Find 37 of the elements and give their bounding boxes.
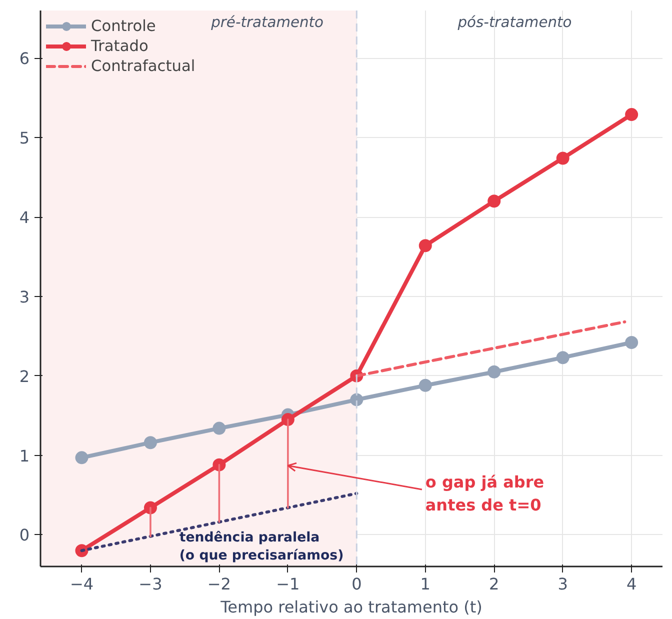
x-tick-label: 0 bbox=[352, 574, 362, 594]
point bbox=[488, 365, 501, 378]
legend-label: Contrafactual bbox=[91, 57, 196, 75]
x-tick-label: 3 bbox=[558, 574, 568, 594]
x-tick-label: −4 bbox=[70, 574, 94, 594]
point bbox=[350, 393, 364, 406]
y-tick-label: 5 bbox=[19, 128, 30, 148]
point bbox=[488, 194, 501, 208]
y-tick-label: 4 bbox=[19, 208, 30, 228]
y-tick-label: 0 bbox=[19, 526, 30, 545]
x-tick-label: 2 bbox=[489, 574, 500, 594]
annotation: o gap já abre antes de t=0 bbox=[425, 472, 544, 514]
point bbox=[212, 422, 226, 435]
point bbox=[418, 378, 432, 392]
x-tick-label: −1 bbox=[276, 574, 300, 594]
point bbox=[212, 458, 226, 472]
point bbox=[418, 239, 432, 252]
annotation: pós-tratamento bbox=[456, 14, 572, 31]
y-tick-label: 6 bbox=[19, 49, 30, 68]
y-tick-label: 3 bbox=[19, 287, 30, 306]
y-tick-label: 1 bbox=[19, 446, 30, 466]
x-tick-label: −3 bbox=[138, 574, 162, 594]
x-tick-label: 1 bbox=[420, 574, 430, 594]
legend-label: Controle bbox=[91, 17, 156, 35]
point bbox=[144, 436, 157, 450]
point bbox=[625, 108, 638, 122]
point bbox=[625, 336, 638, 349]
point bbox=[556, 152, 570, 165]
legend-label: Tratado bbox=[91, 37, 148, 55]
annotation: pré-tratamento bbox=[210, 14, 324, 31]
x-axis-title: Tempo relativo ao tratamento (t) bbox=[220, 598, 482, 616]
annotation: tendência paralela (o que precisaríamos) bbox=[179, 530, 344, 564]
x-tick-label: −2 bbox=[207, 574, 231, 594]
point bbox=[75, 451, 88, 464]
point bbox=[556, 351, 570, 364]
x-tick-label: 4 bbox=[626, 574, 637, 594]
y-tick-label: 2 bbox=[19, 366, 30, 386]
